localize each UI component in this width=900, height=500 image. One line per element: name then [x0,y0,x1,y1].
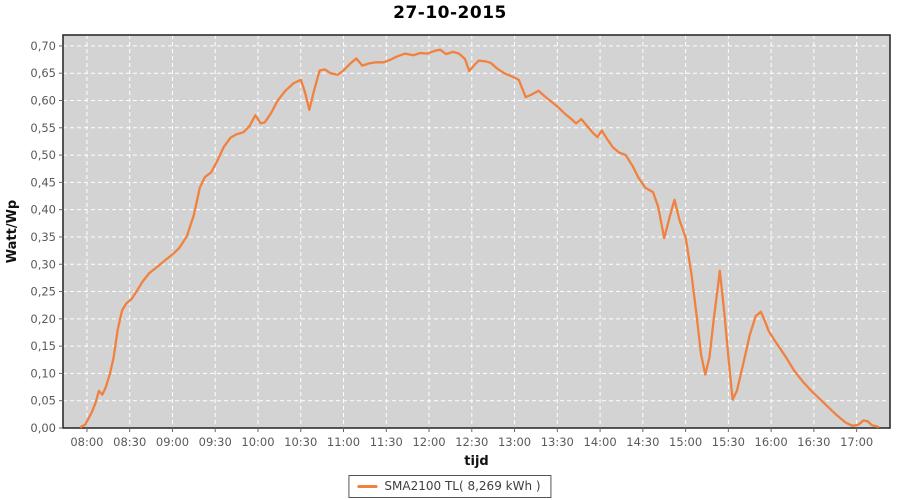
x-tick-label: 09:00 [156,435,189,449]
x-tick-label: 15:30 [712,435,745,449]
x-tick-label: 09:30 [199,435,232,449]
x-tick-label: 14:00 [584,435,617,449]
legend-label: SMA2100 TL( 8,269 kWh ) [384,479,541,493]
y-tick-label: 0,25 [30,285,56,299]
x-tick-label: 12:30 [455,435,488,449]
y-tick-label: 0,70 [30,39,56,53]
y-tick-label: 0,55 [30,121,56,135]
y-tick-label: 0,35 [30,230,56,244]
y-tick-label: 0,50 [30,148,56,162]
x-tick-label: 16:30 [797,435,830,449]
y-tick-label: 0,45 [30,175,56,189]
y-tick-label: 0,20 [30,312,56,326]
chart-title: 27-10-2015 [393,3,507,23]
y-tick-label: 0,40 [30,203,56,217]
y-tick-label: 0,00 [30,421,56,435]
legend-line-swatch [357,484,378,488]
x-tick-label: 12:00 [412,435,445,449]
x-tick-label: 11:30 [370,435,403,449]
x-tick-label: 08:00 [70,435,103,449]
x-tick-label: 11:00 [327,435,360,449]
x-tick-label: 10:00 [241,435,274,449]
y-tick-label: 0,65 [30,66,56,80]
y-tick-label: 0,60 [30,94,56,108]
x-axis-title: tijd [464,454,488,469]
y-tick-label: 0,30 [30,257,56,271]
y-axis-title: Watt/Wp [5,200,20,263]
x-tick-label: 15:00 [669,435,702,449]
y-tick-label: 0,10 [30,366,56,380]
y-tick-label: 0,05 [30,394,56,408]
plot-border [62,34,891,429]
x-tick-label: 17:00 [840,435,873,449]
y-tick-label: 0,15 [30,339,56,353]
series-line-sma2100 [79,48,880,428]
legend: SMA2100 TL( 8,269 kWh ) [348,475,552,498]
x-tick-label: 16:00 [755,435,788,449]
x-tick-label: 13:00 [498,435,531,449]
x-tick-label: 13:30 [541,435,574,449]
x-tick-label: 14:30 [626,435,659,449]
x-tick-label: 08:30 [113,435,146,449]
x-tick-label: 10:30 [284,435,317,449]
plot-background [63,35,890,428]
